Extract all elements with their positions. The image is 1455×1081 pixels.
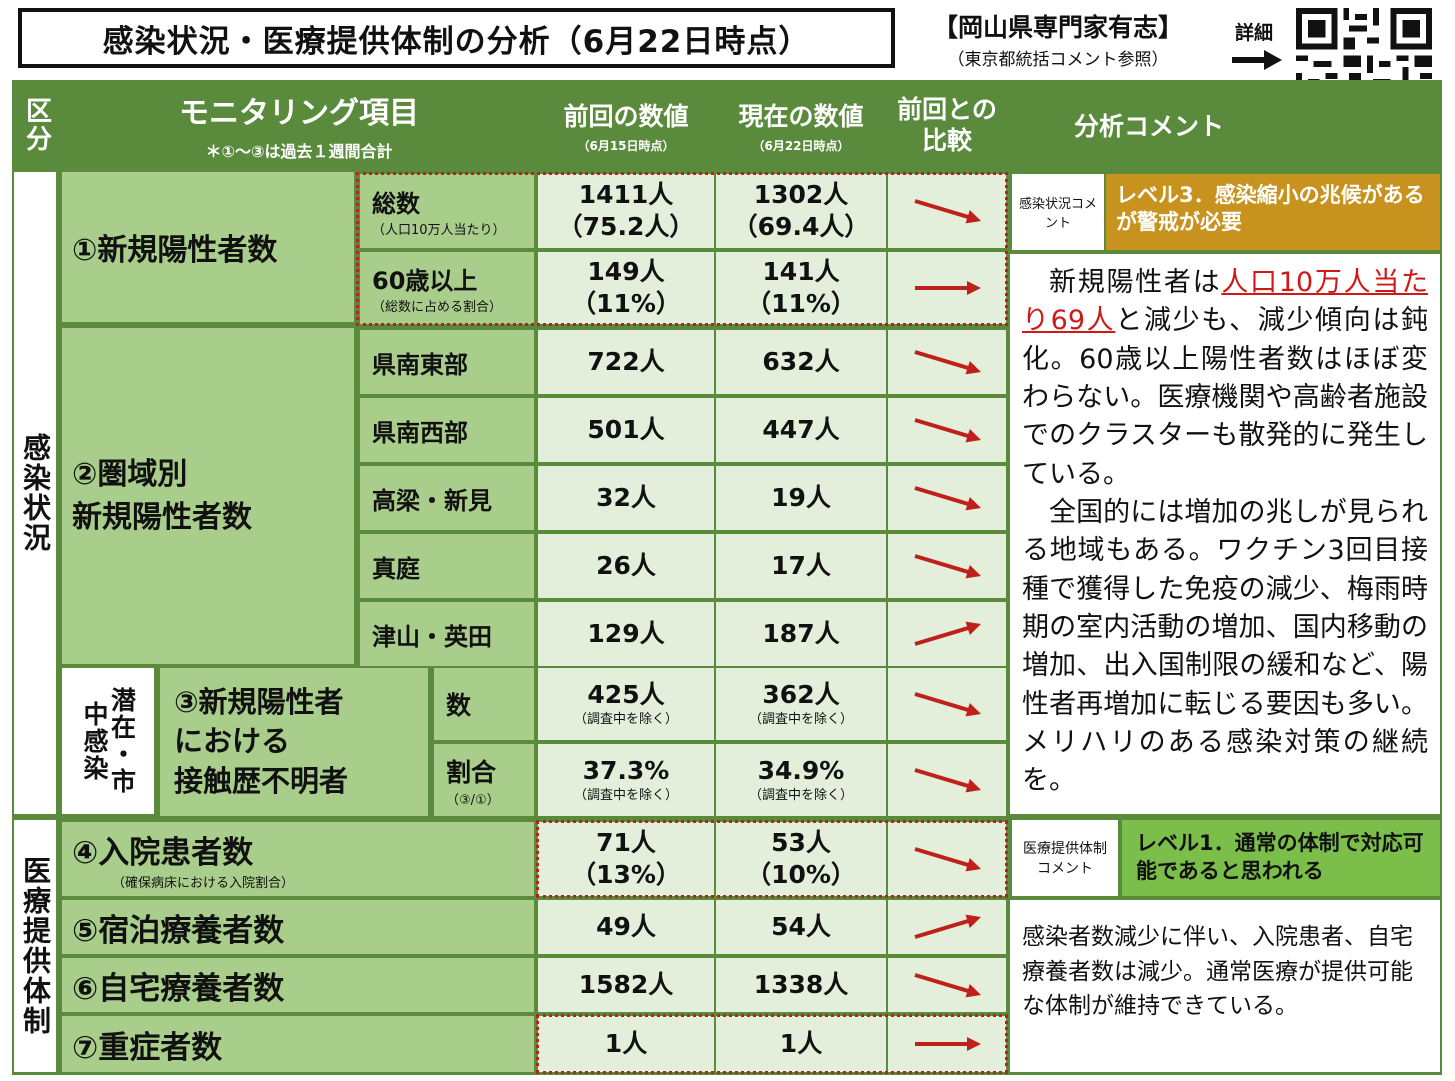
- trend-arrow-icon: [888, 744, 1006, 816]
- over60-prev: 149人 （11%）: [538, 252, 714, 324]
- header-curr-date: （6月22日時点）: [752, 138, 850, 153]
- latent-label: 潜在・市中感染: [62, 668, 154, 814]
- infection-comment-tag: 感染状況コメント: [1012, 174, 1104, 250]
- row-severe-label: ⑦重症者数: [62, 1016, 534, 1072]
- header-prev-date: （6月15日時点）: [577, 138, 675, 153]
- trend-arrow-icon: [888, 534, 1006, 598]
- trend-arrow-icon: [888, 822, 1006, 896]
- trend-arrow-icon: [888, 466, 1006, 530]
- region-prev: 501人: [538, 398, 714, 462]
- header-prev-label: 前回の数値: [563, 101, 689, 131]
- section-infection: 感染状況: [14, 172, 56, 814]
- trend-arrow-icon: [888, 398, 1006, 462]
- unknown-ratio-curr: 34.9% （調査中を除く）: [716, 744, 886, 816]
- header-item: モニタリング項目 ＊①～③は過去１週間合計: [62, 82, 536, 168]
- row-home-label: ⑥自宅療養者数: [62, 958, 534, 1012]
- page-title: 感染状況・医療提供体制の分析（6月22日時点）: [18, 8, 895, 68]
- medical-level-badge: レベル1．通常の体制で対応可能であると思われる: [1122, 820, 1440, 896]
- home-curr: 1338人: [716, 958, 886, 1012]
- medical-comment-text: 感染者数減少に伴い、入院患者、自宅療養者数は減少。通常医療が提供可能な体制が維持…: [1022, 924, 1413, 1019]
- severe-prev: 1人: [538, 1016, 714, 1072]
- expert-note: （東京都統括コメント参照）: [947, 50, 1169, 70]
- region-curr: 17人: [716, 534, 886, 598]
- section-medical: 医療提供体制: [14, 820, 56, 1072]
- severe-curr: 1人: [716, 1016, 886, 1072]
- total-curr: 1302人 （69.4人）: [716, 174, 886, 248]
- unknown-count-curr: 362人 （調査中を除く）: [716, 668, 886, 740]
- home-prev: 1582人: [538, 958, 714, 1012]
- trend-arrow-icon: [888, 174, 1006, 248]
- infection-comment-p2: 全国的には増加の兆しが見られる地域もある。ワクチン3回目接種で獲得した免疫の減少…: [1022, 496, 1428, 797]
- region-curr: 187人: [716, 602, 886, 666]
- header-prev: 前回の数値 （6月15日時点）: [538, 82, 714, 168]
- trend-arrow-icon: [888, 900, 1006, 954]
- row-new-positive-label: ①新規陽性者数: [62, 172, 354, 322]
- infection-level-badge: レベル3．感染縮小の兆候があるが警戒が必要: [1106, 174, 1440, 250]
- infection-comment-p1: 新規陽性者は人口10万人当たり69人と減少も、減少傾向は鈍化。60歳以上陽性者数…: [1022, 267, 1429, 490]
- medical-comment-body: 感染者数減少に伴い、入院患者、自宅療養者数は減少。通常医療が提供可能な体制が維持…: [1010, 900, 1440, 1072]
- header-curr: 現在の数値 （6月22日時点）: [716, 82, 886, 168]
- over60-curr: 141人 （11%）: [716, 252, 886, 324]
- hotel-curr: 54人: [716, 900, 886, 954]
- trend-arrow-icon: [888, 668, 1006, 740]
- medical-comment-tag: 医療提供体制コメント: [1012, 820, 1118, 896]
- region-prev: 26人: [538, 534, 714, 598]
- region-curr: 447人: [716, 398, 886, 462]
- trend-arrow-icon: [888, 602, 1006, 666]
- header-compare: 前回との比較: [888, 82, 1006, 168]
- hospital-curr: 53人 （10%）: [716, 822, 886, 896]
- hospital-prev: 71人 （13%）: [538, 822, 714, 896]
- row-unknown-label: ③新規陽性者 における 接触歴不明者: [160, 668, 428, 816]
- right-arrow-icon: [1232, 50, 1282, 70]
- over60-label: 60歳以上 （総数に占める割合）: [360, 252, 534, 324]
- total-label: 総数 （人口10万人当たり）: [360, 174, 534, 248]
- trend-arrow-icon: [888, 1016, 1006, 1072]
- total-prev: 1411人 （75.2人）: [538, 174, 714, 248]
- region-label: 高梁・新見: [360, 466, 534, 530]
- row-hospital-label: ④入院患者数 （確保病床における入院割合）: [62, 822, 534, 896]
- trend-arrow-icon: [888, 958, 1006, 1012]
- region-label: 津山・英田: [360, 602, 534, 666]
- unknown-count-prev: 425人 （調査中を除く）: [538, 668, 714, 740]
- region-prev: 129人: [538, 602, 714, 666]
- region-label: 真庭: [360, 534, 534, 598]
- region-curr: 632人: [716, 330, 886, 394]
- row-hotel-label: ⑤宿泊療養者数: [62, 900, 534, 954]
- region-prev: 32人: [538, 466, 714, 530]
- region-curr: 19人: [716, 466, 886, 530]
- hotel-prev: 49人: [538, 900, 714, 954]
- region-label: 県南西部: [360, 398, 534, 462]
- header-comment: 分析コメント: [1008, 82, 1290, 168]
- header-curr-label: 現在の数値: [738, 101, 864, 131]
- trend-arrow-icon: [888, 330, 1006, 394]
- expert-group: 【岡山県専門家有志】: [932, 13, 1183, 42]
- ratio-label: 割合 （③/①）: [434, 744, 534, 816]
- detail-label: 詳細: [1234, 22, 1273, 44]
- region-prev: 722人: [538, 330, 714, 394]
- row-region-label: ②圏域別 新規陽性者数: [62, 328, 354, 664]
- trend-arrow-icon: [888, 252, 1006, 324]
- unknown-ratio-prev: 37.3% （調査中を除く）: [538, 744, 714, 816]
- region-label: 県南東部: [360, 330, 534, 394]
- count-label: 数: [434, 668, 534, 740]
- header-kubun: 区分: [14, 82, 60, 168]
- header-item-note: ＊①～③は過去１週間合計: [205, 142, 393, 161]
- header-item-label: モニタリング項目: [179, 96, 419, 131]
- infection-comment-body: 新規陽性者は人口10万人当たり69人と減少も、減少傾向は鈍化。60歳以上陽性者数…: [1010, 254, 1440, 814]
